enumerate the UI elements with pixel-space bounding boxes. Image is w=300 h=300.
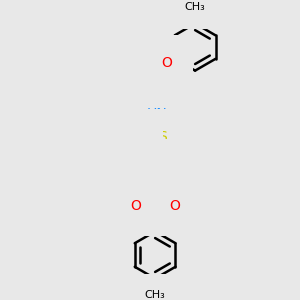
Text: O: O [169,199,180,213]
Text: HN: HN [145,181,166,195]
Text: O: O [130,199,141,213]
Text: NH: NH [166,185,187,199]
Text: S: S [151,201,160,215]
Text: O: O [161,56,172,70]
Text: S: S [133,148,142,162]
Text: O: O [140,160,151,174]
Text: HN: HN [147,107,167,121]
Text: S: S [159,130,167,144]
Text: CH₃: CH₃ [145,290,166,300]
Text: CH₃: CH₃ [185,2,206,12]
